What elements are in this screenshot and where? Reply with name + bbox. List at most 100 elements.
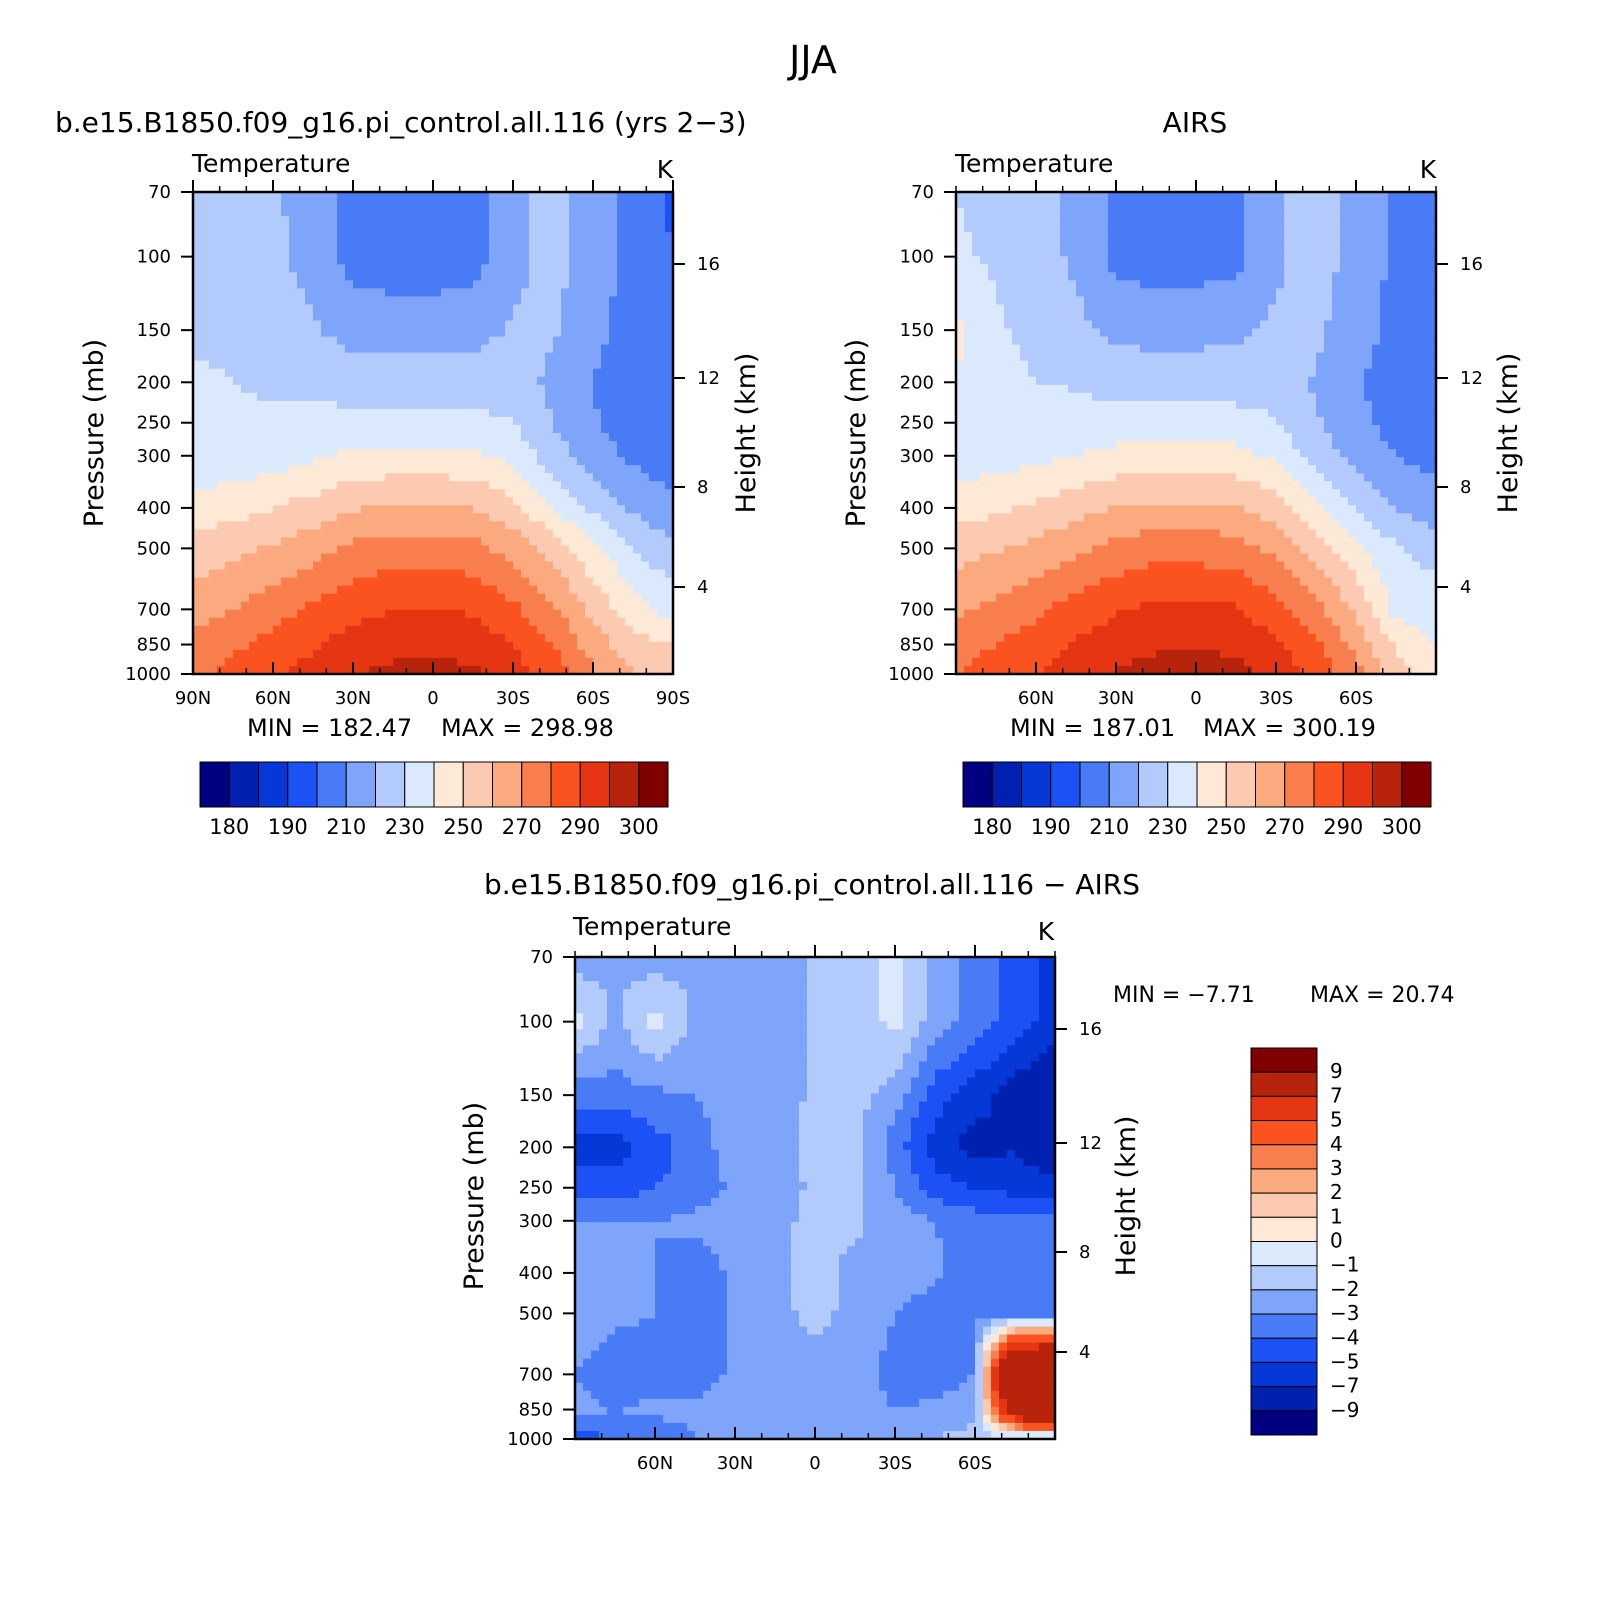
field-cell xyxy=(545,392,554,402)
field-cell xyxy=(593,529,602,539)
field-cell xyxy=(585,561,594,571)
field-cell xyxy=(337,312,346,322)
field-cell xyxy=(513,248,522,257)
field-cell xyxy=(1100,208,1109,217)
field-cell xyxy=(377,240,386,249)
field-cell xyxy=(337,585,346,595)
field-cell xyxy=(489,649,498,659)
field-cell xyxy=(1388,304,1397,314)
field-cell xyxy=(441,505,450,514)
field-cell xyxy=(289,376,298,386)
field-cell xyxy=(1308,304,1317,314)
field-cell xyxy=(377,376,386,386)
field-cell xyxy=(1332,288,1341,298)
field-cell xyxy=(1124,320,1133,330)
field-cell xyxy=(457,376,466,386)
field-cell xyxy=(1188,328,1197,338)
field-cell xyxy=(521,336,530,346)
y-tick-label: 200 xyxy=(137,372,171,393)
field-cell xyxy=(233,609,242,619)
field-cell xyxy=(649,272,658,281)
field-cell xyxy=(1004,280,1013,289)
field-cell xyxy=(193,392,202,402)
field-cell xyxy=(433,457,442,466)
field-cell xyxy=(537,545,546,555)
field-cell xyxy=(249,224,258,233)
field-cell xyxy=(561,376,570,386)
field-cell xyxy=(353,553,362,563)
field-cell xyxy=(1204,344,1213,354)
field-cell xyxy=(409,569,418,579)
field-cell xyxy=(521,489,530,498)
field-cell xyxy=(1268,272,1277,281)
field-cell xyxy=(1100,288,1109,298)
field-cell xyxy=(1420,320,1429,330)
field-cell xyxy=(377,216,386,225)
field-cell xyxy=(321,248,330,257)
field-cell xyxy=(617,505,626,514)
field-cell xyxy=(305,368,314,378)
field-cell xyxy=(201,633,210,643)
field-cell xyxy=(265,240,274,249)
field-cell xyxy=(649,424,658,434)
field-cell xyxy=(593,200,602,209)
field-cell xyxy=(1388,200,1397,209)
field-cell xyxy=(1252,288,1261,298)
field-cell xyxy=(369,384,378,394)
field-cell xyxy=(529,641,538,651)
field-cell xyxy=(377,601,386,611)
field-cell xyxy=(465,497,474,506)
field-cell xyxy=(537,537,546,547)
field-cell xyxy=(585,296,594,306)
field-cell xyxy=(449,312,458,322)
field-cell xyxy=(385,344,394,354)
field-cell xyxy=(545,296,554,306)
field-cell xyxy=(1036,320,1045,330)
field-cell xyxy=(449,633,458,643)
field-cell xyxy=(665,497,674,506)
field-cell xyxy=(409,665,418,675)
field-cell xyxy=(377,408,386,418)
field-cell xyxy=(585,641,594,651)
field-cell xyxy=(457,384,466,394)
field-cell xyxy=(337,609,346,619)
field-cell xyxy=(329,633,338,643)
field-cell xyxy=(241,641,250,651)
field-cell xyxy=(545,248,554,257)
field-cell xyxy=(641,424,650,434)
field-cell xyxy=(449,424,458,434)
field-cell xyxy=(385,577,394,587)
field-cell xyxy=(441,433,450,442)
field-cell xyxy=(641,465,650,474)
field-cell xyxy=(1396,288,1405,298)
field-cell xyxy=(601,657,610,667)
field-cell xyxy=(297,360,306,370)
field-cell xyxy=(529,593,538,603)
field-cell xyxy=(385,625,394,635)
field-cell xyxy=(505,400,514,410)
field-cell xyxy=(513,481,522,490)
field-cell xyxy=(433,192,442,201)
field-cell xyxy=(1412,208,1421,217)
x-tick-label: 60S xyxy=(576,688,610,709)
field-cell xyxy=(1220,328,1229,338)
field-cell xyxy=(609,352,618,362)
field-cell xyxy=(1092,232,1101,241)
field-cell xyxy=(369,352,378,362)
field-cell xyxy=(521,200,530,209)
field-cell xyxy=(569,585,578,595)
field-cell xyxy=(337,553,346,563)
field-cell xyxy=(497,400,506,410)
field-cell xyxy=(553,489,562,498)
field-cell xyxy=(417,617,426,627)
field-cell xyxy=(497,601,506,611)
field-cell xyxy=(577,368,586,378)
field-cell xyxy=(513,400,522,410)
field-cell xyxy=(217,224,226,233)
field-cell xyxy=(241,248,250,257)
field-cell xyxy=(1180,336,1189,346)
field-cell xyxy=(577,601,586,611)
field-cell xyxy=(1228,216,1237,225)
field-cell xyxy=(305,601,314,611)
field-cell xyxy=(249,617,258,627)
